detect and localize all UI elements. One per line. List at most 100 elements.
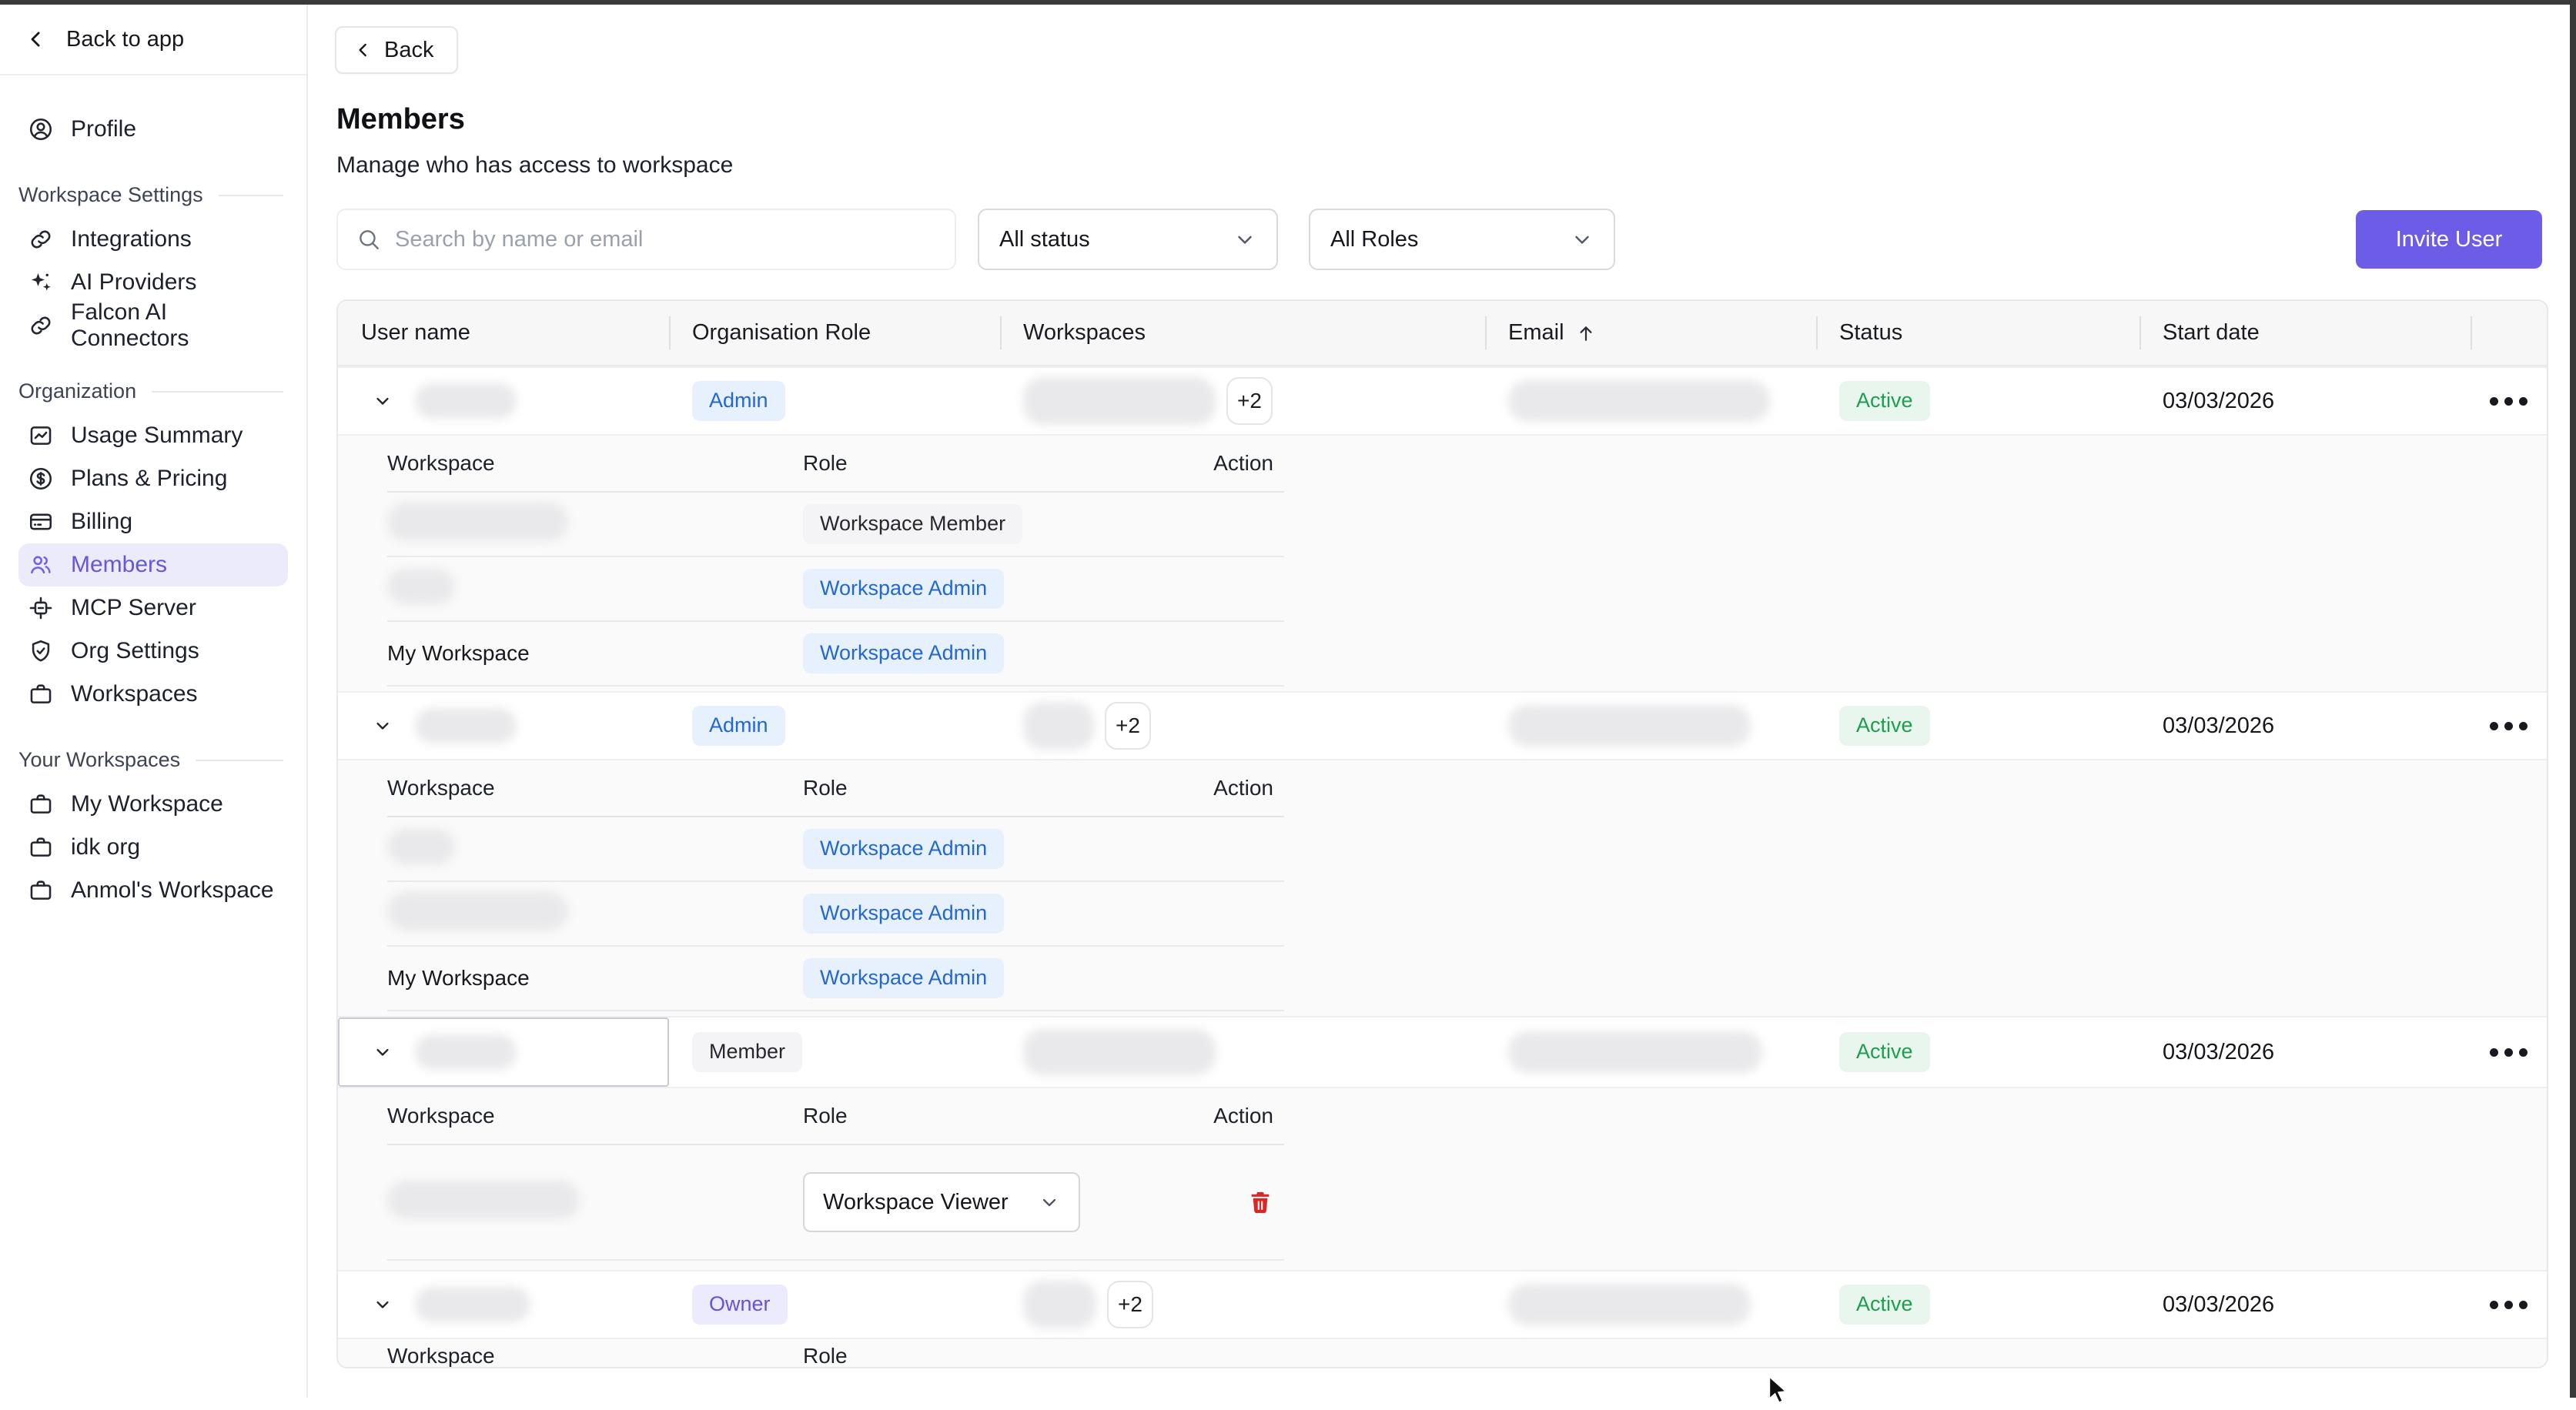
sidebar-item-org-settings[interactable]: Org Settings [18, 630, 288, 673]
selected-user-cell[interactable] [338, 1017, 669, 1087]
redacted-user-name [415, 383, 517, 419]
member-row[interactable]: Admin +2 Active 03/03/2026 [338, 691, 2547, 759]
redacted-workspace-name [1023, 377, 1216, 425]
workspace-role-badge: Workspace Admin [803, 958, 1005, 998]
expanded-workspaces-panel: Workspace Role [338, 1338, 2547, 1367]
sidebar-item-falcon-ai-connectors[interactable]: Falcon AI Connectors [18, 299, 288, 351]
row-actions-icon[interactable] [2490, 1300, 2527, 1309]
sidebar-item-idk-org[interactable]: idk org [18, 826, 288, 869]
sidebar-item-usage-summary[interactable]: Usage Summary [18, 414, 288, 457]
search-input[interactable] [395, 226, 936, 252]
workspace-role-badge: Workspace Admin [803, 829, 1005, 869]
col-header-organisation-role[interactable]: Organisation Role [669, 301, 1000, 365]
sidebar-item-workspaces[interactable]: Workspaces [18, 673, 288, 716]
expanded-workspaces-panel: Workspace Role Action Workspace Admin Wo… [338, 759, 2547, 1016]
workspace-row: Workspace Admin [387, 817, 1284, 882]
sidebar-section-organization: Organization [18, 379, 288, 403]
workspace-row: My Workspace Workspace Admin [387, 947, 1284, 1011]
workspace-role-badge: Workspace Admin [803, 894, 1005, 934]
chart-icon [28, 423, 54, 449]
sidebar-item-integrations[interactable]: Integrations [18, 218, 288, 261]
sidebar-item-profile[interactable]: Profile [18, 108, 288, 151]
back-to-app-label: Back to app [66, 26, 185, 52]
section-label: Organization [18, 379, 137, 403]
chevron-left-icon [25, 28, 48, 51]
search-box [336, 209, 956, 270]
member-row[interactable]: Member Active 03/03/2026 [338, 1016, 2547, 1087]
more-workspaces-badge[interactable]: +2 [1226, 377, 1273, 425]
roles-filter-value: All Roles [1330, 226, 1419, 252]
sidebar-item-label: Usage Summary [71, 423, 243, 448]
sidebar-item-label: Profile [71, 116, 137, 142]
roles-filter-select[interactable]: All Roles [1309, 209, 1615, 270]
col-header-email[interactable]: Email [1485, 301, 1816, 365]
users-icon [28, 552, 54, 578]
sidebar-item-mcp-server[interactable]: MCP Server [18, 586, 288, 630]
sidebar-item-label: MCP Server [71, 595, 196, 620]
redacted-email [1508, 1031, 1762, 1073]
sidebar-item-label: Org Settings [71, 638, 199, 663]
window-right-edge [2570, 0, 2576, 1398]
redacted-workspace-name [1023, 1281, 1096, 1328]
delete-workspace-icon[interactable] [1247, 1189, 1273, 1215]
redacted-email [1508, 705, 1751, 747]
row-actions-icon[interactable] [2490, 1047, 2527, 1057]
sidebar-item-billing[interactable]: Billing [18, 500, 288, 543]
workspace-role-select[interactable]: Workspace Viewer [803, 1172, 1080, 1232]
link-icon [28, 312, 54, 339]
sidebar-item-label: Anmol's Workspace [71, 877, 274, 903]
sidebar-item-my-workspace[interactable]: My Workspace [18, 783, 288, 826]
invite-user-button[interactable]: Invite User [2356, 210, 2542, 269]
status-filter-select[interactable]: All status [978, 209, 1278, 270]
collapse-row-icon[interactable] [372, 1041, 393, 1063]
sidebar-item-ai-providers[interactable]: AI Providers [18, 261, 288, 304]
row-actions-icon[interactable] [2490, 396, 2527, 406]
status-badge: Active [1839, 1285, 1930, 1325]
col-header-user-name[interactable]: User name [361, 320, 470, 345]
section-divider [218, 194, 283, 196]
briefcase-icon [28, 791, 54, 817]
member-row[interactable]: Admin +2 Active 03/03/2026 [338, 366, 2547, 434]
sub-table-header: Workspace Role [387, 1339, 1284, 1367]
col-header-status[interactable]: Status [1816, 301, 2139, 365]
chip-icon [28, 595, 54, 621]
briefcase-icon [28, 834, 54, 860]
section-divider [152, 390, 283, 393]
section-divider [196, 759, 283, 761]
workspace-role-value: Workspace Viewer [823, 1189, 1009, 1215]
member-row[interactable]: Owner +2 Active 03/03/2026 [338, 1270, 2547, 1338]
workspace-name: My Workspace [387, 966, 530, 990]
chevron-down-icon [1233, 228, 1256, 251]
sidebar-item-anmols-workspace[interactable]: Anmol's Workspace [18, 869, 288, 912]
more-workspaces-badge[interactable]: +2 [1107, 1281, 1153, 1328]
collapse-row-icon[interactable] [372, 715, 393, 737]
more-workspaces-badge[interactable]: +2 [1105, 702, 1151, 750]
sidebar-item-label: Plans & Pricing [71, 466, 228, 491]
status-filter-value: All status [999, 226, 1090, 252]
sub-table-header: Workspace Role Action [387, 436, 1284, 493]
sidebar-item-members[interactable]: Members [18, 543, 288, 586]
col-header-start-date[interactable]: Start date [2139, 301, 2471, 365]
collapse-row-icon[interactable] [372, 390, 393, 412]
redacted-workspace-name [387, 828, 455, 864]
sidebar-item-label: Falcon AI Connectors [71, 299, 189, 351]
workspace-role-badge: Workspace Admin [803, 569, 1005, 609]
sub-col-workspace: Workspace [387, 776, 495, 800]
redacted-workspace-name [1023, 702, 1094, 750]
back-button[interactable]: Back [335, 26, 459, 74]
sidebar-item-label: Billing [71, 509, 133, 534]
expanded-workspaces-panel: Workspace Role Action Workspace Member W… [338, 434, 2547, 691]
org-role-badge: Member [692, 1032, 803, 1072]
row-actions-icon[interactable] [2490, 721, 2527, 730]
section-label: Your Workspaces [18, 748, 181, 771]
redacted-user-name [415, 1287, 530, 1322]
sidebar-section-workspace-settings: Workspace Settings [18, 183, 288, 207]
back-to-app-link[interactable]: Back to app [0, 5, 306, 75]
redacted-workspace-name [387, 568, 455, 604]
sort-ascending-icon [1575, 322, 1597, 344]
status-badge: Active [1839, 1032, 1930, 1072]
redacted-user-name [415, 1034, 517, 1070]
sidebar-item-plans-pricing[interactable]: Plans & Pricing [18, 457, 288, 500]
collapse-row-icon[interactable] [372, 1294, 393, 1315]
col-header-workspaces[interactable]: Workspaces [1000, 301, 1485, 365]
